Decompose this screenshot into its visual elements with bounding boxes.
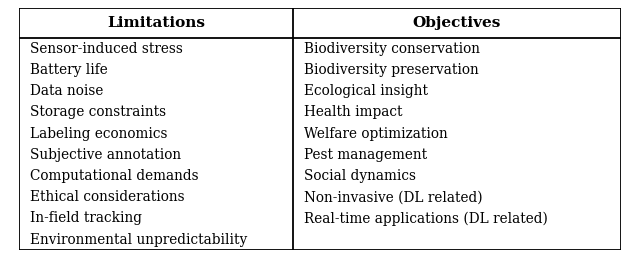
Text: Non-invasive (DL related): Non-invasive (DL related) <box>304 190 483 204</box>
Text: Health impact: Health impact <box>304 105 403 119</box>
Text: Social dynamics: Social dynamics <box>304 169 416 183</box>
Text: Biodiversity conservation: Biodiversity conservation <box>304 42 480 56</box>
Text: Data noise: Data noise <box>30 84 104 98</box>
Text: In-field tracking: In-field tracking <box>30 211 142 225</box>
Text: Computational demands: Computational demands <box>30 169 198 183</box>
Text: Ecological insight: Ecological insight <box>304 84 428 98</box>
Text: Objectives: Objectives <box>413 16 501 30</box>
Text: Subjective annotation: Subjective annotation <box>30 148 181 162</box>
Text: Biodiversity preservation: Biodiversity preservation <box>304 63 479 77</box>
Text: Environmental unpredictability: Environmental unpredictability <box>30 233 247 247</box>
Text: Labeling economics: Labeling economics <box>30 126 168 141</box>
Text: Real-time applications (DL related): Real-time applications (DL related) <box>304 211 548 226</box>
Text: Welfare optimization: Welfare optimization <box>304 126 447 141</box>
Text: Storage constraints: Storage constraints <box>30 105 166 119</box>
Text: Pest management: Pest management <box>304 148 427 162</box>
Text: Sensor-induced stress: Sensor-induced stress <box>30 42 183 56</box>
Text: Limitations: Limitations <box>107 16 205 30</box>
Text: Ethical considerations: Ethical considerations <box>30 190 185 204</box>
Text: Battery life: Battery life <box>30 63 108 77</box>
